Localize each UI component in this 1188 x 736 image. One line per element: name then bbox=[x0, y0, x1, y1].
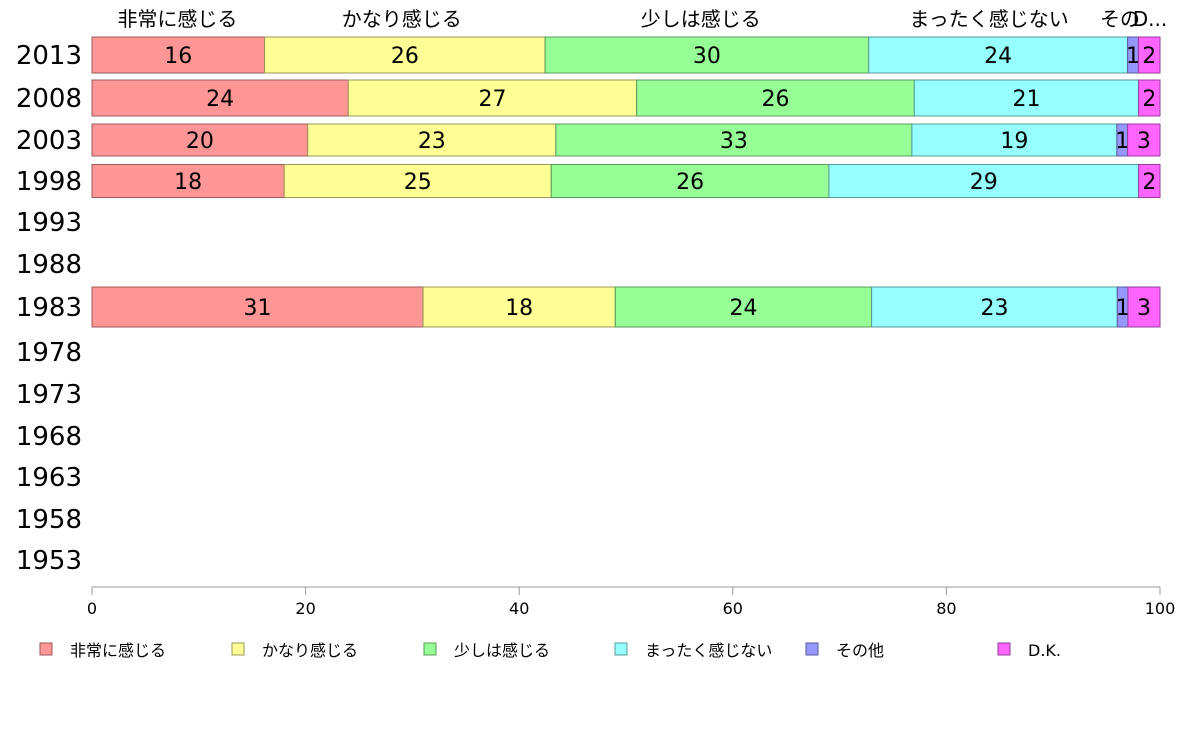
x-tick-label: 60 bbox=[723, 599, 743, 618]
bar-value-label: 2 bbox=[1142, 87, 1156, 112]
legend-label: 非常に感じる bbox=[70, 641, 166, 660]
top-label-4: その bbox=[1100, 7, 1140, 31]
bar-value-label: 31 bbox=[244, 296, 272, 321]
bar-segment bbox=[911, 123, 1118, 157]
bar-segment bbox=[91, 164, 285, 198]
year-label-1993: 1993 bbox=[16, 208, 82, 238]
top-category-labels: 非常に感じる かなり感じる 少しは感じる まったく感じない そのD... bbox=[117, 7, 1167, 31]
bar-value-label: 16 bbox=[164, 44, 192, 69]
year-label-1958: 1958 bbox=[16, 505, 82, 535]
year-axis-labels: 2013 2008 2003 1998 1993 1988 1983 1978 1973 1968… bbox=[16, 41, 82, 576]
year-label-1973: 1973 bbox=[16, 380, 82, 410]
bar-segment bbox=[422, 286, 616, 328]
bar-segment bbox=[283, 164, 552, 198]
bar-value-label: 18 bbox=[174, 170, 202, 195]
top-label-2: 少しは感じる bbox=[641, 7, 761, 31]
bar-value-label: 24 bbox=[729, 296, 757, 321]
bar-segment bbox=[1137, 36, 1161, 74]
bar-value-label: 33 bbox=[720, 129, 748, 154]
year-label-1963: 1963 bbox=[16, 463, 82, 493]
bar-segment bbox=[347, 79, 638, 117]
legend: 非常に感じる かなり感じる 少しは感じる まったく感じない その他 D.K. bbox=[39, 641, 1061, 660]
bar-segment bbox=[544, 36, 870, 74]
x-tick-label: 100 bbox=[1145, 599, 1176, 618]
bar-segment bbox=[828, 164, 1140, 198]
year-label-1978: 1978 bbox=[16, 338, 82, 368]
x-tick-label: 80 bbox=[936, 599, 956, 618]
bar-segment bbox=[1138, 164, 1161, 198]
bar-value-label: 26 bbox=[391, 44, 419, 69]
bar-segment bbox=[91, 36, 266, 74]
legend-label: まったく感じない bbox=[645, 641, 772, 660]
bar-segment bbox=[555, 123, 913, 157]
year-label-1968: 1968 bbox=[16, 422, 82, 452]
bars: 16 26 30 24 1 224 27 26 21 220 23 33 19 1 318 25 26 29 231… bbox=[91, 36, 1161, 328]
top-label-0: 非常に感じる bbox=[117, 7, 237, 31]
bar-value-label: 1 bbox=[1116, 296, 1130, 321]
legend-swatch bbox=[423, 642, 437, 656]
bar-segment bbox=[1127, 123, 1161, 157]
bar-value-label: 1 bbox=[1126, 44, 1140, 69]
bar-value-label: 27 bbox=[479, 87, 507, 112]
x-tick-label: 40 bbox=[509, 599, 529, 618]
legend-swatch bbox=[231, 642, 245, 656]
x-axis: 0 20 40 60 80 100 bbox=[87, 586, 1176, 618]
bar-value-label: 3 bbox=[1137, 129, 1151, 154]
bar-value-label: 1 bbox=[1115, 129, 1129, 154]
year-label-2008: 2008 bbox=[16, 84, 82, 114]
legend-swatch bbox=[997, 642, 1011, 656]
bar-value-label: 3 bbox=[1137, 296, 1151, 321]
bar-segment bbox=[91, 286, 424, 328]
bar-value-label: 2 bbox=[1142, 44, 1156, 69]
legend-label: 少しは感じる bbox=[454, 641, 550, 660]
bar-value-label: 20 bbox=[186, 129, 214, 154]
legend-label: その他 bbox=[836, 641, 884, 660]
year-label-1998: 1998 bbox=[16, 167, 82, 197]
bar-value-label: 19 bbox=[1000, 129, 1028, 154]
bar-segment bbox=[871, 286, 1118, 328]
year-label-1988: 1988 bbox=[16, 250, 82, 280]
legend-swatch bbox=[805, 642, 819, 656]
bar-value-label: 18 bbox=[505, 296, 533, 321]
bar-value-label: 26 bbox=[676, 170, 704, 195]
bar-value-label: 30 bbox=[693, 44, 721, 69]
bar-value-label: 24 bbox=[984, 44, 1012, 69]
bar-value-label: 23 bbox=[980, 296, 1008, 321]
bar-segment bbox=[913, 79, 1140, 117]
legend-swatch bbox=[614, 642, 628, 656]
top-label-1: かなり感じる bbox=[342, 7, 462, 31]
year-label-2013: 2013 bbox=[16, 41, 82, 71]
bar-segment bbox=[307, 123, 557, 157]
x-tick-label: 0 bbox=[87, 599, 97, 618]
bar-segment bbox=[868, 36, 1129, 74]
bar-segment bbox=[264, 36, 546, 74]
year-label-1983: 1983 bbox=[16, 293, 82, 323]
legend-label: かなり感じる bbox=[262, 641, 358, 660]
bar-segment bbox=[1138, 79, 1161, 117]
legend-swatch bbox=[39, 642, 53, 656]
bar-value-label: 24 bbox=[206, 87, 234, 112]
bar-segment bbox=[1127, 286, 1161, 328]
bar-value-label: 25 bbox=[404, 170, 432, 195]
bar-value-label: 2 bbox=[1142, 170, 1156, 195]
bar-value-label: 23 bbox=[418, 129, 446, 154]
year-label-1953: 1953 bbox=[16, 546, 82, 576]
x-tick-label: 20 bbox=[295, 599, 315, 618]
bar-value-label: 26 bbox=[762, 87, 790, 112]
bar-value-label: 29 bbox=[970, 170, 998, 195]
legend-label: D.K. bbox=[1028, 641, 1061, 660]
top-label-5: D... bbox=[1133, 7, 1167, 31]
year-label-2003: 2003 bbox=[16, 126, 82, 156]
top-label-3: まったく感じない bbox=[910, 7, 1069, 31]
bar-value-label: 21 bbox=[1013, 87, 1041, 112]
bar-segment bbox=[91, 79, 349, 117]
